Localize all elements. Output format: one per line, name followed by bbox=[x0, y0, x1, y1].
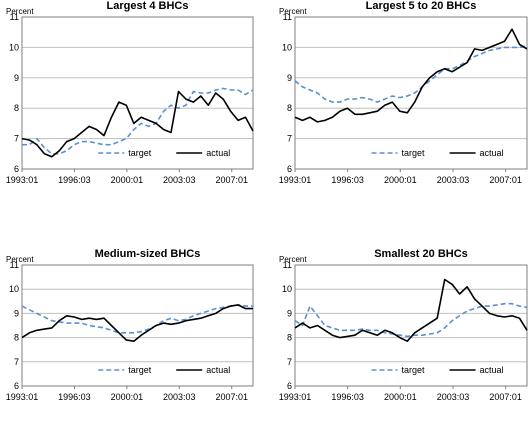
y-tick-label: 11 bbox=[10, 12, 19, 22]
y-tick-label: 7 bbox=[14, 357, 19, 367]
legend-label-target: target bbox=[402, 365, 426, 375]
y-tick-label: 11 bbox=[10, 260, 19, 270]
x-tick-label: 2003:03 bbox=[163, 175, 196, 185]
x-tick-label: 1996:03 bbox=[58, 175, 91, 185]
chart-panel-1: 6 7 8 9 10 11 1993:01 1996:03 2000:01 2003:03 2007… bbox=[6, 0, 254, 185]
x-tick-label: 1996:03 bbox=[58, 392, 91, 402]
x-tick-label: 2007:01 bbox=[489, 175, 522, 185]
series-line-actual bbox=[294, 278, 528, 343]
legend-label-actual: actual bbox=[480, 365, 504, 375]
plot-frame bbox=[21, 16, 254, 170]
y-tick-label: 6 bbox=[287, 381, 292, 391]
y-tick-label: 8 bbox=[287, 333, 292, 343]
x-tick-label: 2003:03 bbox=[437, 175, 470, 185]
series-line-target bbox=[21, 304, 253, 334]
x-tick-label: 2007:01 bbox=[215, 175, 248, 185]
legend-label-actual: actual bbox=[480, 148, 504, 158]
y-tick-label: 9 bbox=[14, 73, 19, 83]
legend-label-target: target bbox=[128, 365, 152, 375]
x-tick-label: 2007:01 bbox=[215, 392, 248, 402]
x-tick-label: 2000:01 bbox=[111, 175, 144, 185]
legend-label-actual: actual bbox=[206, 148, 230, 158]
y-tick-label: 10 bbox=[282, 284, 292, 294]
chart-title: Largest 5 to 20 BHCs bbox=[366, 0, 477, 12]
y-tick-label: 10 bbox=[9, 284, 19, 294]
plot-frame bbox=[21, 264, 254, 387]
y-tick-label: 7 bbox=[287, 357, 292, 367]
y-tick-label: 7 bbox=[14, 134, 19, 144]
x-tick-label: 1993:01 bbox=[279, 392, 312, 402]
y-axis-label: Percent bbox=[6, 255, 34, 264]
y-tick-label: 8 bbox=[14, 103, 19, 113]
series-line-target bbox=[294, 302, 528, 338]
x-tick-label: 2003:03 bbox=[163, 392, 196, 402]
y-tick-label: 7 bbox=[287, 134, 292, 144]
y-tick-label: 8 bbox=[287, 103, 292, 113]
x-tick-label: 2003:03 bbox=[437, 392, 470, 402]
chart-panel-4: 6 7 8 9 10 11 1993:01 1996:03 2000:01 2003:03 2007… bbox=[279, 248, 528, 402]
legend-label-actual: actual bbox=[206, 365, 230, 375]
series-line-actual bbox=[21, 304, 253, 343]
plot-frame bbox=[294, 264, 528, 387]
x-tick-label: 1993:01 bbox=[279, 175, 312, 185]
x-tick-label: 2000:01 bbox=[384, 175, 417, 185]
chart-panel-3: 6 7 8 9 10 11 1993:01 1996:03 2000:01 2003:03 2007… bbox=[6, 248, 254, 402]
chart-title: Medium-sized BHCs bbox=[95, 248, 201, 260]
y-axis-label: Percent bbox=[6, 7, 34, 16]
y-axis-label: Percent bbox=[279, 7, 307, 16]
chart-title: Largest 4 BHCs bbox=[107, 0, 189, 12]
series-line-actual bbox=[21, 90, 254, 158]
legend-label-target: target bbox=[402, 148, 426, 158]
y-tick-label: 6 bbox=[287, 164, 292, 174]
y-tick-label: 8 bbox=[14, 333, 19, 343]
y-tick-label: 6 bbox=[14, 381, 19, 391]
y-tick-label: 10 bbox=[9, 42, 19, 52]
series-line-target bbox=[22, 87, 254, 155]
chart-title: Smallest 20 BHCs bbox=[374, 248, 468, 260]
chart-panel-2: 6 7 8 9 10 11 1993:01 1996:03 2000:01 2003:03 2007… bbox=[279, 0, 528, 185]
y-tick-label: 6 bbox=[14, 164, 19, 174]
y-tick-label: 9 bbox=[287, 308, 292, 318]
series-line-target bbox=[294, 45, 528, 103]
y-tick-label: 9 bbox=[287, 73, 292, 83]
plot-frame bbox=[294, 16, 528, 170]
x-tick-label: 1996:03 bbox=[331, 175, 364, 185]
y-tick-label: 11 bbox=[283, 12, 292, 22]
x-tick-label: 1993:01 bbox=[6, 175, 39, 185]
legend-label-target: target bbox=[128, 148, 152, 158]
x-tick-label: 1996:03 bbox=[331, 392, 364, 402]
x-tick-label: 2000:01 bbox=[384, 392, 417, 402]
series-line-actual bbox=[294, 28, 528, 123]
y-tick-label: 9 bbox=[14, 308, 19, 318]
y-tick-label: 10 bbox=[282, 42, 292, 52]
x-tick-label: 2000:01 bbox=[111, 392, 144, 402]
x-tick-label: 1993:01 bbox=[6, 392, 39, 402]
y-axis-label: Percent bbox=[279, 255, 307, 264]
x-tick-label: 2007:01 bbox=[489, 392, 522, 402]
y-tick-label: 11 bbox=[283, 260, 292, 270]
